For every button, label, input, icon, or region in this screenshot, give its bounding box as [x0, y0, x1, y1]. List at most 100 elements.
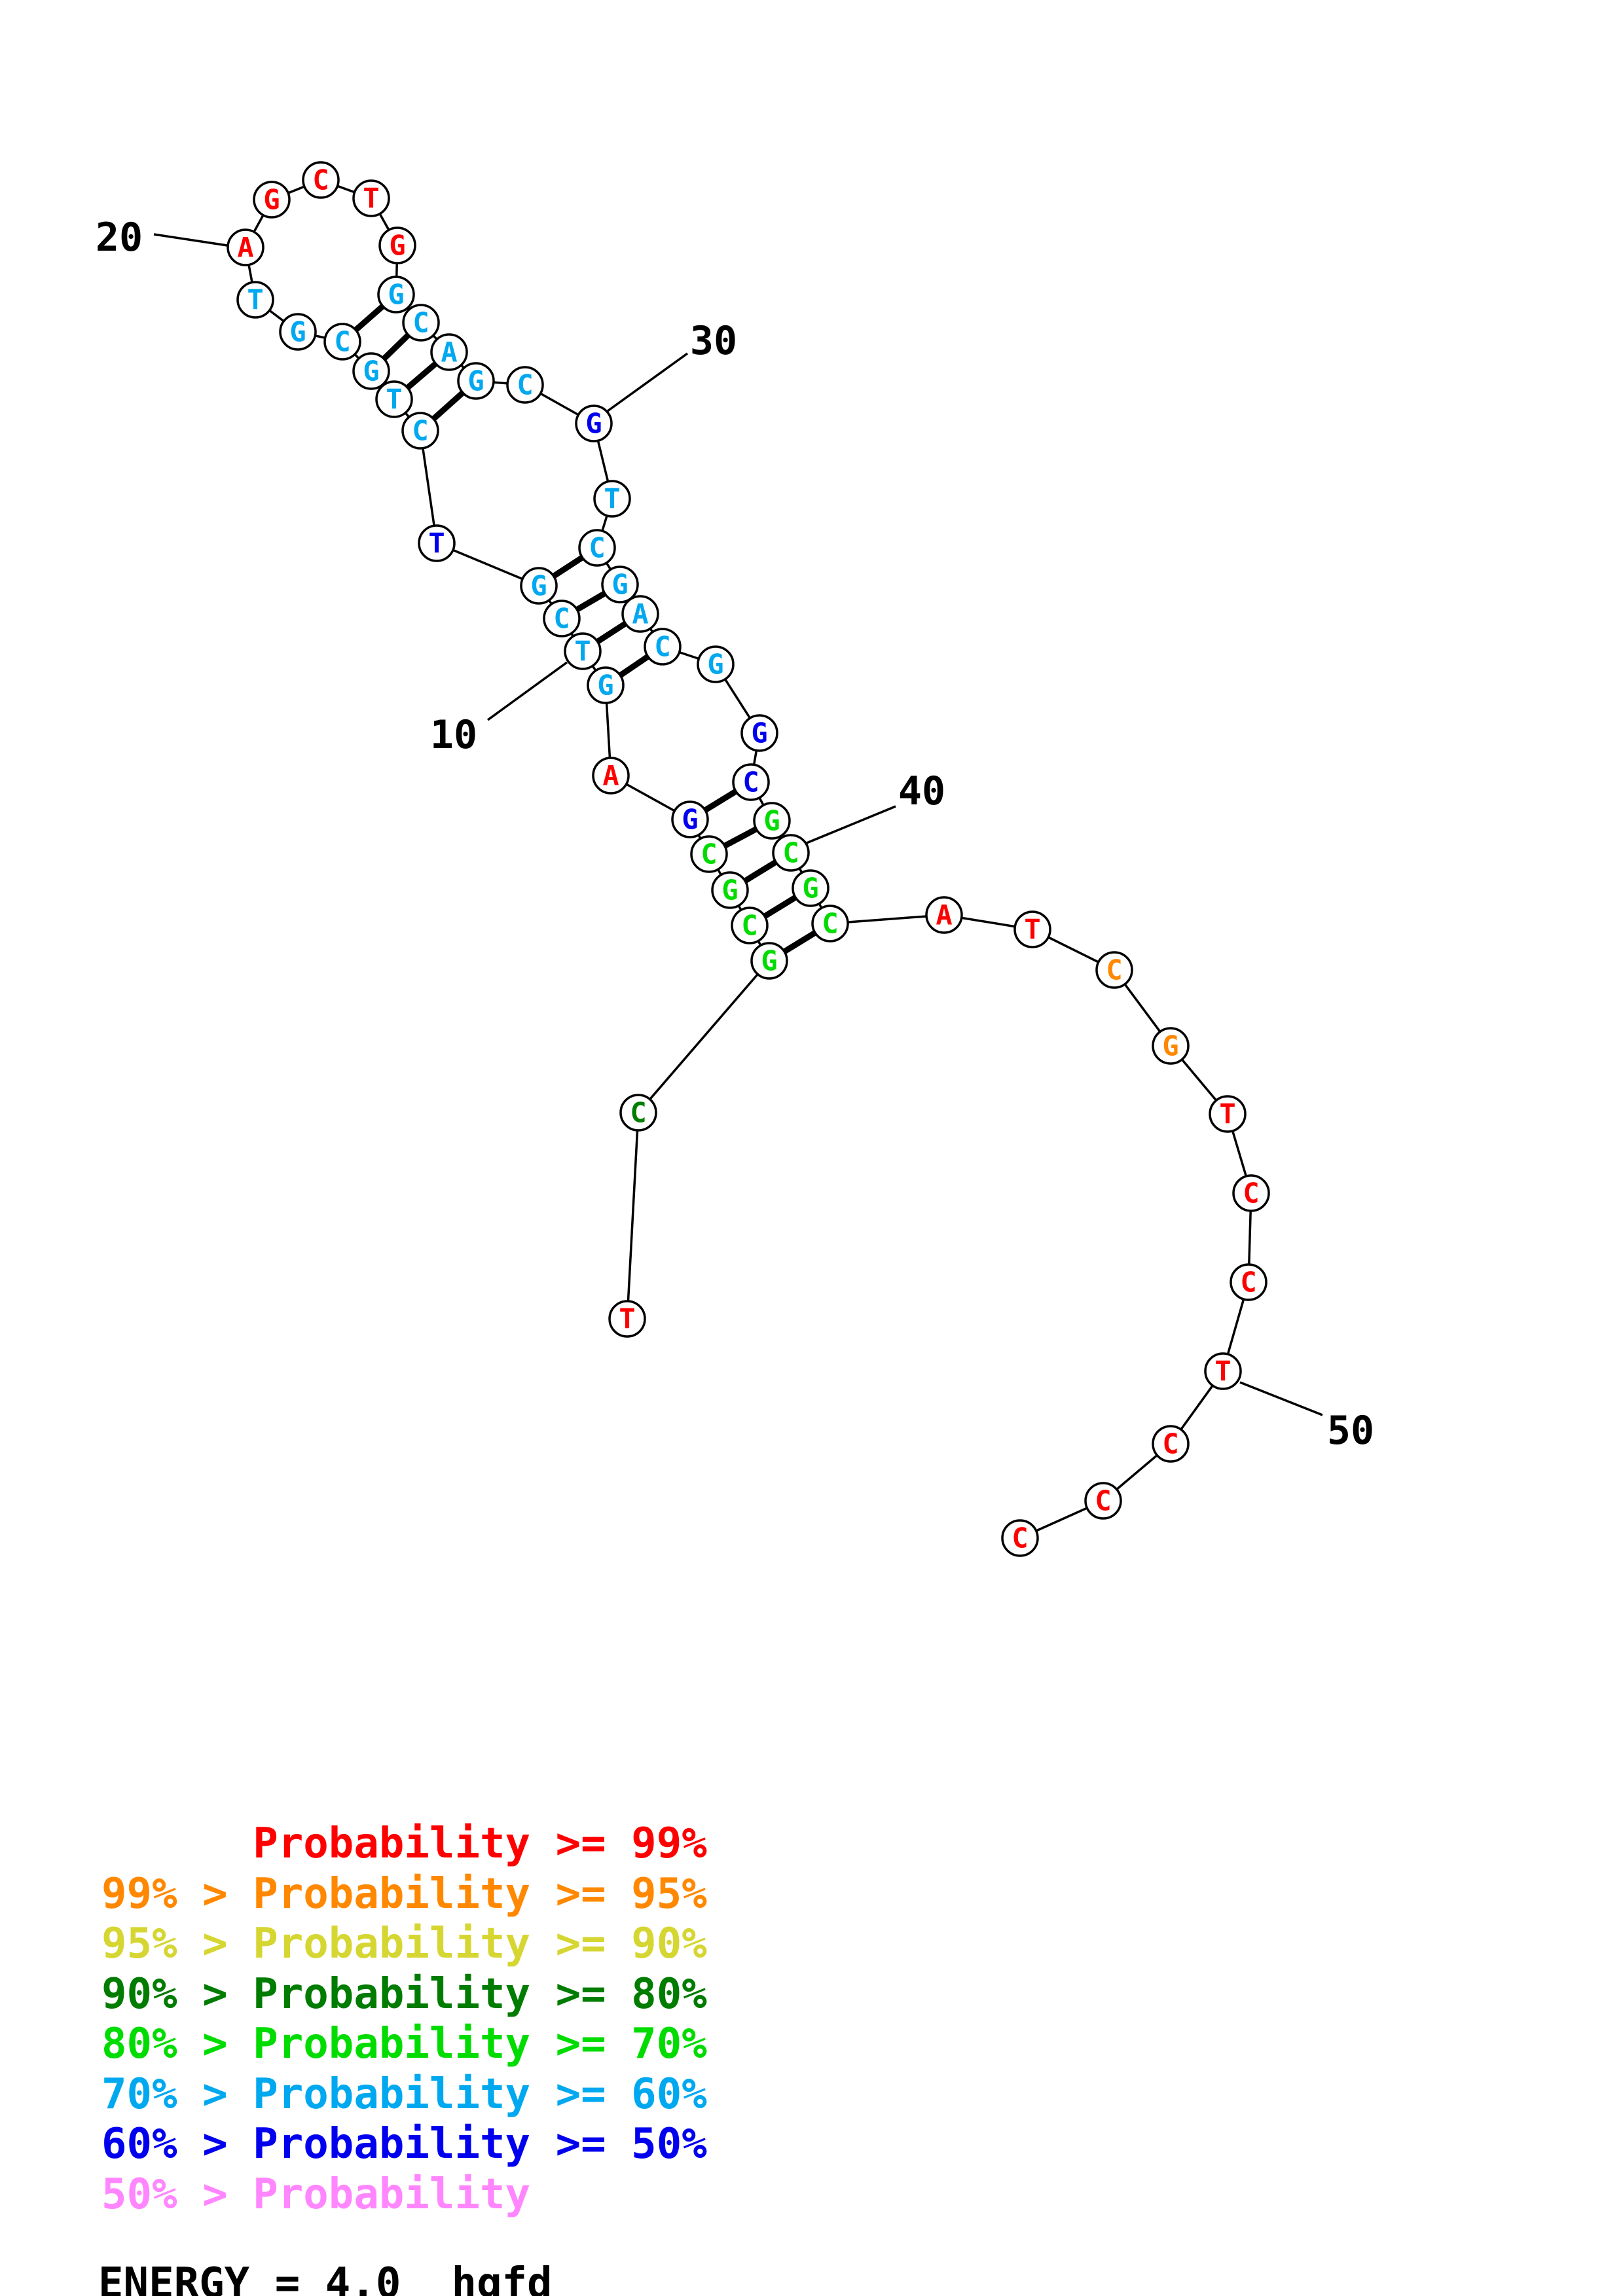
nucleotide-circle-53 — [1001, 1519, 1039, 1557]
nucleotide-circle-26 — [402, 304, 440, 342]
nucleotide-circle-35 — [644, 628, 682, 666]
nucleotide-base-37-G: G — [751, 717, 767, 749]
nucleotide-base-14-C: C — [412, 415, 428, 447]
nucleotide-base-40-C: C — [782, 837, 799, 869]
backbone-segment — [626, 1112, 640, 1319]
nucleotide-circle-21 — [253, 181, 291, 219]
nucleotide-circle-12 — [520, 567, 558, 605]
nucleotide-base-11-C: C — [553, 603, 570, 635]
position-tick-line — [1239, 1381, 1323, 1416]
nucleotide-circle-8 — [592, 757, 630, 795]
legend-row-5: 70% > Probability >= 60% — [101, 2070, 707, 2119]
backbone-segment — [637, 960, 771, 1114]
nucleotide-circle-44 — [1013, 910, 1051, 948]
nucleotide-base-34-A: A — [632, 598, 648, 630]
nucleotide-circle-20 — [227, 228, 264, 266]
legend-row-0: Probability >= 99% — [101, 1820, 707, 1868]
nucleotide-base-8-A: A — [602, 760, 619, 792]
nucleotide-circle-46 — [1152, 1027, 1190, 1065]
nucleotide-circle-6 — [690, 835, 728, 873]
nucleotide-base-32-C: C — [589, 532, 605, 564]
nucleotide-base-51-C: C — [1162, 1428, 1178, 1460]
nucleotide-circle-27 — [430, 333, 468, 371]
nucleotide-circle-16 — [352, 352, 390, 390]
nucleotide-base-30-G: G — [585, 408, 602, 440]
nucleotide-base-28-G: G — [467, 365, 484, 397]
nucleotide-base-13-T: T — [428, 528, 445, 560]
nucleotide-circle-31 — [593, 480, 631, 518]
nucleotide-base-41-G: G — [802, 872, 818, 905]
nucleotide-circle-45 — [1095, 951, 1133, 989]
nucleotide-base-24-G: G — [389, 230, 405, 262]
nucleotide-circle-43 — [925, 896, 963, 934]
nucleotide-base-15-T: T — [386, 384, 402, 416]
nucleotide-base-7-G: G — [682, 804, 698, 836]
nucleotide-circle-36 — [697, 645, 735, 683]
nucleotide-circle-39 — [753, 802, 791, 840]
nucleotide-circle-2 — [619, 1094, 657, 1132]
nucleotide-base-5-G: G — [721, 874, 738, 906]
nucleotide-base-22-C: C — [312, 164, 329, 196]
nucleotide-base-50-T: T — [1214, 1355, 1231, 1388]
position-label-20: 20 — [96, 215, 143, 260]
nucleotide-circle-19 — [236, 281, 274, 319]
nucleotide-base-33-G: G — [611, 569, 628, 601]
position-label-50: 50 — [1327, 1408, 1374, 1454]
nucleotide-circle-9 — [587, 666, 625, 704]
nucleotide-circle-41 — [792, 869, 830, 907]
nucleotide-circle-18 — [279, 313, 317, 351]
nucleotide-circle-49 — [1230, 1263, 1267, 1301]
nucleotide-base-9-G: G — [597, 670, 613, 702]
position-tick-line — [153, 233, 228, 247]
nucleotide-circle-34 — [621, 595, 659, 633]
nucleotide-circle-23 — [352, 179, 390, 217]
backbone-segment — [419, 430, 438, 544]
position-tick-line — [486, 661, 568, 721]
nucleotide-circle-29 — [506, 366, 544, 404]
nucleotide-base-48-C: C — [1243, 1177, 1259, 1210]
nucleotide-base-3-G: G — [761, 945, 777, 977]
nucleotide-base-25-G: G — [388, 279, 404, 311]
position-label-40: 40 — [898, 768, 945, 814]
nucleotide-circle-42 — [811, 905, 849, 942]
nucleotide-circle-32 — [578, 529, 616, 567]
nucleotide-circle-24 — [378, 226, 416, 264]
nucleotide-circle-30 — [575, 404, 613, 442]
legend-row-6: 60% > Probability >= 50% — [101, 2120, 707, 2168]
legend-row-4: 80% > Probability >= 70% — [101, 2020, 707, 2068]
nucleotide-base-38-C: C — [742, 766, 759, 798]
nucleotide-circle-33 — [601, 565, 639, 603]
nucleotide-base-53-C: C — [1012, 1522, 1028, 1554]
nucleotide-base-47-T: T — [1219, 1098, 1235, 1130]
nucleotide-base-2-C: C — [630, 1097, 646, 1129]
nucleotide-base-16-G: G — [363, 355, 379, 387]
nucleotide-circle-25 — [377, 276, 415, 314]
nucleotide-base-44-T: T — [1024, 914, 1040, 946]
legend-row-3: 90% > Probability >= 80% — [101, 1969, 707, 2018]
legend-row-1: 99% > Probability >= 95% — [101, 1869, 707, 1918]
position-label-10: 10 — [430, 712, 477, 758]
nucleotide-circle-52 — [1084, 1482, 1122, 1520]
nucleotide-circle-5 — [711, 871, 749, 909]
nucleotide-base-31-T: T — [604, 483, 620, 515]
nucleotide-base-46-G: G — [1162, 1030, 1178, 1062]
probability-legend: Probability >= 99% 99% > Probability >= 9… — [101, 1819, 707, 2219]
nucleotide-base-29-C: C — [517, 369, 533, 401]
position-tick-line — [606, 352, 689, 412]
nucleotide-circle-14 — [401, 412, 439, 450]
nucleotide-base-18-G: G — [289, 316, 306, 348]
legend-row-7: 50% > Probability — [101, 2170, 531, 2219]
nucleotide-base-49-C: C — [1240, 1266, 1256, 1299]
energy-text: ENERGY = 4.0 hgfd — [98, 2259, 553, 2296]
nucleotide-base-39-G: G — [763, 805, 780, 837]
nucleotide-base-6-C: C — [701, 838, 717, 870]
nucleotide-circle-47 — [1209, 1095, 1247, 1133]
nucleotide-base-21-G: G — [263, 184, 280, 216]
nucleotide-circle-10 — [564, 632, 602, 670]
nucleotide-base-35-C: C — [654, 631, 670, 663]
nucleotide-circle-38 — [732, 763, 770, 801]
position-label-30: 30 — [690, 318, 737, 364]
nucleotide-base-26-C: C — [412, 307, 429, 339]
nucleotide-circle-51 — [1152, 1425, 1190, 1463]
